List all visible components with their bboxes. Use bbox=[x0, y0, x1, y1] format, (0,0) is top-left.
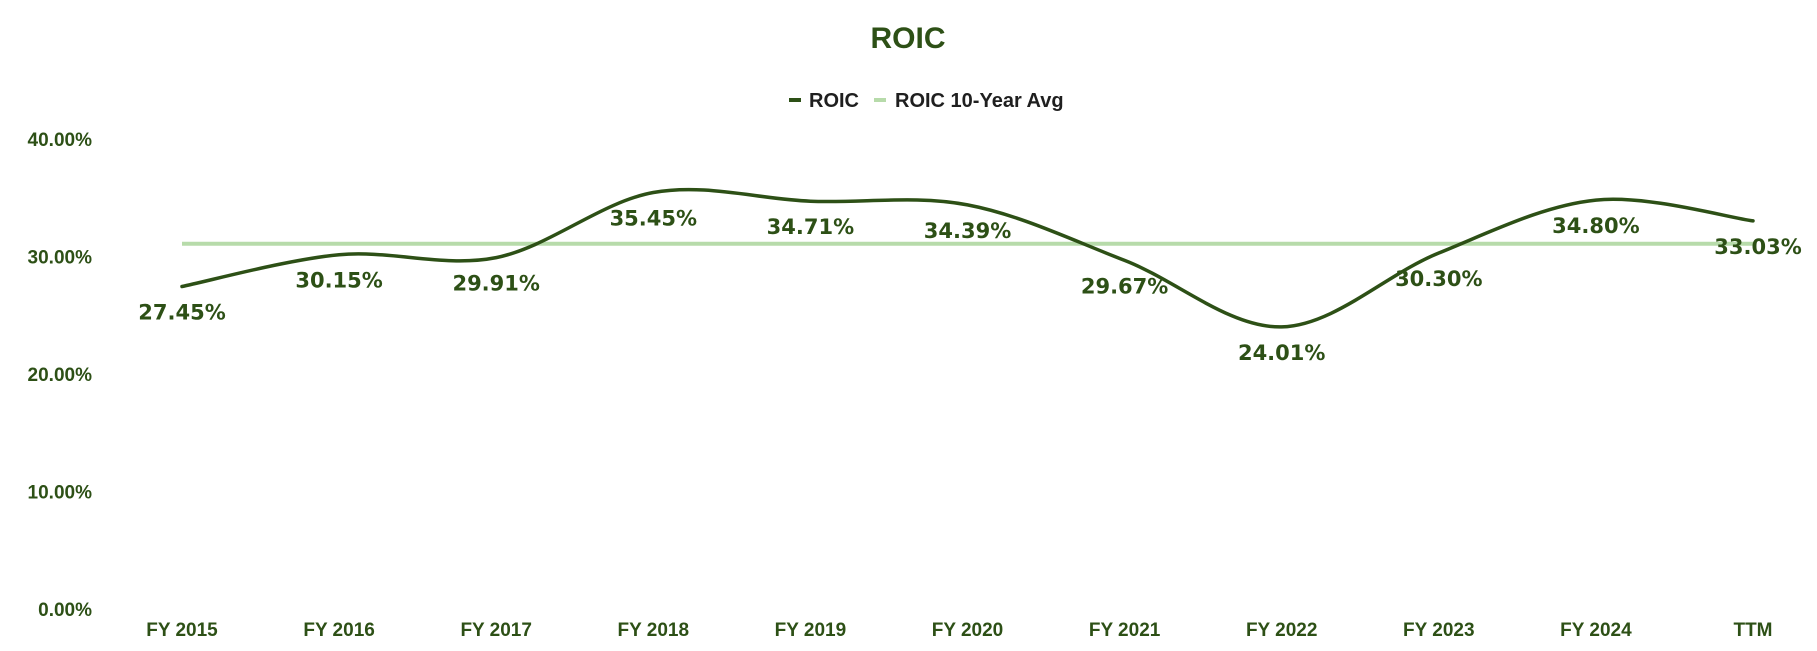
y-axis: 0.00% 10.00% 20.00% 30.00% 40.00% bbox=[28, 130, 93, 621]
data-point-roic[interactable] bbox=[334, 250, 344, 260]
y-tick-label: 30.00% bbox=[28, 248, 93, 269]
x-tick-label: TTM bbox=[1733, 620, 1772, 641]
y-tick-label: 0.00% bbox=[38, 600, 92, 621]
x-tick-label: FY 2018 bbox=[618, 620, 689, 641]
data-point-roic[interactable] bbox=[805, 196, 815, 206]
data-label-roic: 29.91% bbox=[452, 272, 539, 296]
data-point-roic[interactable] bbox=[1748, 216, 1758, 226]
x-tick-label: FY 2021 bbox=[1089, 620, 1161, 641]
data-point-roic[interactable] bbox=[1120, 255, 1130, 265]
data-label-roic: 27.45% bbox=[138, 300, 225, 324]
data-point-roic[interactable] bbox=[491, 253, 501, 263]
legend-item-roic-10-year-avg[interactable]: ROIC 10-Year Avg bbox=[874, 90, 1064, 112]
x-tick-label: FY 2016 bbox=[303, 620, 374, 641]
legend-label-roic: ROIC bbox=[809, 90, 859, 112]
data-point-roic[interactable] bbox=[1277, 322, 1287, 332]
y-tick-label: 10.00% bbox=[28, 483, 93, 504]
legend-item-roic[interactable]: ROIC bbox=[789, 90, 859, 112]
data-point-roic[interactable] bbox=[1434, 248, 1444, 258]
x-tick-label: FY 2022 bbox=[1246, 620, 1317, 641]
x-tick-label: FY 2024 bbox=[1560, 620, 1632, 641]
x-tick-label: FY 2019 bbox=[775, 620, 846, 641]
data-label-roic: 33.03% bbox=[1714, 235, 1801, 259]
data-label-roic: 35.45% bbox=[610, 206, 697, 230]
x-tick-label: FY 2015 bbox=[146, 620, 218, 641]
data-label-roic: 29.67% bbox=[1081, 274, 1168, 298]
y-tick-label: 20.00% bbox=[28, 365, 93, 386]
chart-title: ROIC bbox=[871, 22, 946, 55]
data-point-roic[interactable] bbox=[963, 200, 973, 210]
x-axis: FY 2015 FY 2016 FY 2017 FY 2018 FY 2019 FY 20… bbox=[146, 620, 1772, 641]
data-labels: 27.45% 30.15% 29.91% 35.45% 34.71% 34.39% 29.6… bbox=[138, 206, 1801, 364]
x-tick-label: FY 2023 bbox=[1403, 620, 1474, 641]
data-label-roic: 24.01% bbox=[1238, 341, 1325, 365]
legend-label-roic-10-year-avg: ROIC 10-Year Avg bbox=[895, 90, 1064, 112]
data-point-roic[interactable] bbox=[1591, 195, 1601, 205]
data-point-roic[interactable] bbox=[648, 187, 658, 197]
data-label-roic: 34.39% bbox=[924, 219, 1011, 243]
data-label-roic: 30.30% bbox=[1395, 267, 1482, 291]
y-tick-label: 40.00% bbox=[28, 130, 93, 151]
data-label-roic: 30.15% bbox=[295, 269, 382, 293]
x-tick-label: FY 2020 bbox=[932, 620, 1003, 641]
series-line-roic bbox=[180, 187, 1755, 329]
data-label-roic: 34.71% bbox=[767, 215, 854, 239]
legend: ROIC ROIC 10-Year Avg bbox=[789, 90, 1064, 112]
data-label-roic: 34.80% bbox=[1552, 214, 1639, 238]
data-point-roic[interactable] bbox=[177, 281, 187, 291]
x-tick-label: FY 2017 bbox=[460, 620, 531, 641]
plot-area bbox=[177, 187, 1758, 332]
